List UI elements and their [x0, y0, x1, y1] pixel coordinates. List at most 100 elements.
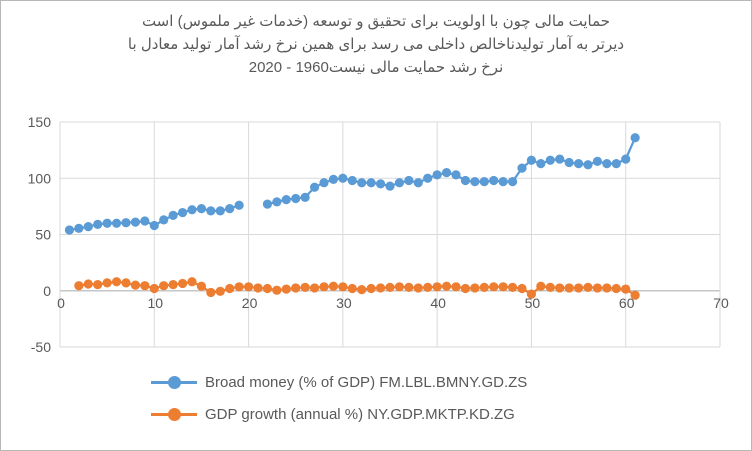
data-point	[347, 283, 357, 294]
data-point	[215, 286, 225, 296]
data-point	[507, 282, 518, 292]
data-point	[102, 278, 112, 288]
chart-title: حمایت مالی چون با اولویت برای تحقیق و تو…	[21, 10, 731, 79]
data-point	[460, 283, 471, 294]
data-point	[243, 282, 254, 292]
data-point	[319, 178, 329, 188]
data-point	[234, 282, 244, 292]
legend-marker-broad-money-icon	[151, 376, 197, 389]
data-point	[225, 283, 235, 294]
data-point	[121, 278, 131, 288]
data-point	[432, 282, 442, 292]
data-point	[413, 178, 423, 188]
y-tick-150: 150	[28, 114, 52, 130]
data-point	[621, 154, 631, 164]
data-point	[262, 199, 273, 209]
data-point	[592, 156, 603, 166]
data-point	[545, 282, 555, 292]
data-point	[168, 279, 178, 290]
data-point	[83, 279, 93, 289]
data-point	[357, 285, 367, 295]
data-point	[555, 154, 565, 164]
data-point	[583, 282, 593, 292]
data-point	[470, 283, 480, 293]
data-point	[187, 277, 197, 287]
data-point	[93, 219, 103, 229]
data-point	[441, 281, 452, 291]
data-point	[291, 283, 301, 293]
data-point	[630, 133, 640, 143]
data-point	[630, 290, 640, 300]
data-point	[338, 173, 348, 183]
data-point	[611, 159, 621, 169]
data-point	[375, 283, 386, 293]
data-point	[74, 223, 84, 233]
y-tick-0: 0	[43, 283, 51, 299]
data-point	[441, 168, 452, 178]
x-tick-0: 0	[57, 295, 65, 311]
data-point	[366, 178, 376, 188]
data-point	[206, 287, 216, 298]
data-point	[130, 217, 141, 227]
data-point	[93, 279, 103, 290]
legend-item-gdp-growth[interactable]: GDP growth (annual %) NY.GDP.MKTP.KD.ZG	[151, 402, 527, 427]
data-point	[479, 177, 489, 187]
data-point	[545, 155, 555, 165]
data-point	[291, 193, 301, 204]
data-point	[177, 278, 188, 289]
data-point	[262, 283, 273, 294]
data-point	[272, 197, 282, 207]
x-tick-10: 10	[147, 295, 163, 311]
data-point	[111, 218, 122, 228]
data-point	[423, 173, 433, 183]
data-point	[489, 282, 499, 292]
data-point	[555, 283, 565, 293]
data-point	[159, 215, 169, 225]
data-point	[470, 177, 480, 187]
data-point	[253, 283, 263, 293]
data-point	[328, 281, 339, 291]
data-point	[281, 284, 291, 294]
data-point	[319, 282, 329, 292]
data-point	[394, 178, 405, 188]
data-point	[394, 282, 405, 292]
data-point	[102, 218, 112, 228]
plot-area[interactable]: -50 0 50 100 150 0 10 20 30 40 50 60 70	[1, 101, 752, 361]
data-point	[177, 207, 188, 218]
data-point	[536, 281, 546, 291]
data-point	[272, 285, 282, 295]
chart-title-line-2: دیرتر به آمار تولیدناخالص داخلی می رسد ب…	[127, 36, 625, 53]
data-point	[64, 225, 75, 235]
legend-item-broad-money[interactable]: Broad money (% of GDP) FM.LBL.BMNY.GD.ZS	[151, 370, 527, 395]
data-point	[517, 163, 527, 173]
data-point	[592, 283, 603, 293]
data-point	[347, 175, 357, 186]
data-point	[451, 170, 461, 180]
y-tick-100: 100	[28, 170, 52, 186]
data-point	[196, 281, 207, 291]
data-point	[498, 177, 508, 187]
data-point	[83, 222, 93, 232]
data-point	[168, 210, 178, 220]
data-point	[74, 281, 84, 291]
data-point	[517, 283, 527, 294]
data-point	[583, 160, 593, 170]
x-tick-30: 30	[336, 295, 352, 311]
data-point	[130, 280, 141, 290]
data-point	[300, 282, 310, 292]
data-point	[309, 182, 320, 192]
data-point	[375, 179, 386, 189]
chart-title-line-3: نرخ رشد حمایت مالی نیست1960 - 2020	[248, 59, 504, 76]
data-point	[309, 283, 320, 293]
data-point	[404, 282, 414, 292]
data-point	[507, 177, 518, 187]
legend-label-gdp-growth: GDP growth (annual %) NY.GDP.MKTP.KD.ZG	[205, 406, 515, 423]
data-point	[215, 206, 225, 216]
data-point	[573, 283, 584, 293]
chart-title-line-1: حمایت مالی چون با اولویت برای تحقیق و تو…	[141, 13, 611, 30]
data-point	[602, 283, 612, 293]
data-point	[281, 195, 291, 205]
data-point	[611, 283, 621, 294]
data-point	[573, 159, 584, 169]
